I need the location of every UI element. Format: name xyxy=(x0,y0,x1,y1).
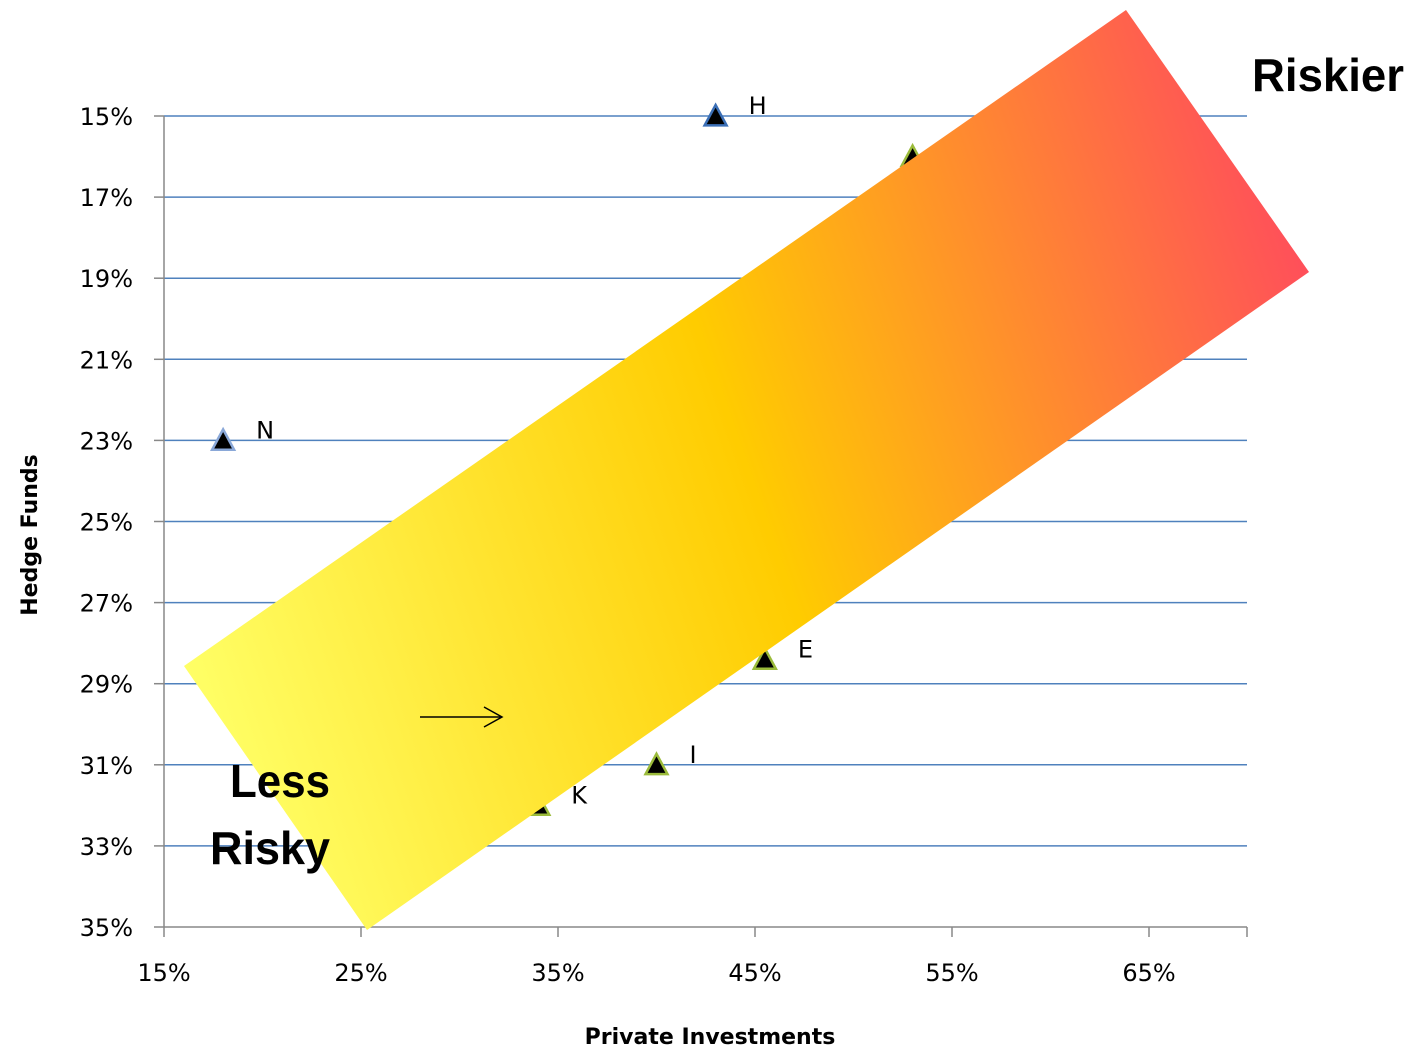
point-label: N xyxy=(256,416,274,444)
x-tick-label: 15% xyxy=(137,959,190,987)
y-tick-label: 23% xyxy=(80,427,133,455)
x-tick-label: 35% xyxy=(531,959,584,987)
y-axis-title: Hedge Funds xyxy=(18,454,43,616)
less-risky-label-line2: Risky xyxy=(210,822,330,874)
y-tick-label: 15% xyxy=(80,103,133,131)
axes: 15%17%19%21%23%25%27%29%31%33%35%15% 25% 3… xyxy=(80,103,1248,987)
arrow xyxy=(420,706,504,728)
x-axis-title: Private Investments xyxy=(585,1025,836,1050)
y-tick-label: 17% xyxy=(80,184,133,212)
data-point xyxy=(643,751,670,776)
x-tick-label: 55% xyxy=(925,959,978,987)
y-tick-label: 33% xyxy=(80,833,133,861)
data-point xyxy=(210,426,237,451)
riskier-label: Riskier xyxy=(1252,49,1404,101)
risk-band xyxy=(184,10,1309,930)
point-label: H xyxy=(749,92,767,120)
x-tick-label: 45% xyxy=(728,959,781,987)
data-point xyxy=(751,645,778,670)
x-tick-label: 25% xyxy=(334,959,387,987)
point-label: E xyxy=(798,635,813,663)
y-tick-label: 29% xyxy=(80,671,133,699)
y-tick-label: 31% xyxy=(80,752,133,780)
x-tick-label: 65% xyxy=(1122,959,1175,987)
y-tick-label: 19% xyxy=(80,265,133,293)
data-point xyxy=(702,102,729,127)
y-tick-label: 25% xyxy=(80,509,133,537)
point-label: K xyxy=(571,781,588,809)
y-tick-label: 27% xyxy=(80,590,133,618)
point-label: I xyxy=(690,741,697,769)
less-risky-label-line1: Less xyxy=(230,755,330,807)
y-tick-label: 35% xyxy=(80,914,133,942)
y-tick-label: 21% xyxy=(80,346,133,374)
